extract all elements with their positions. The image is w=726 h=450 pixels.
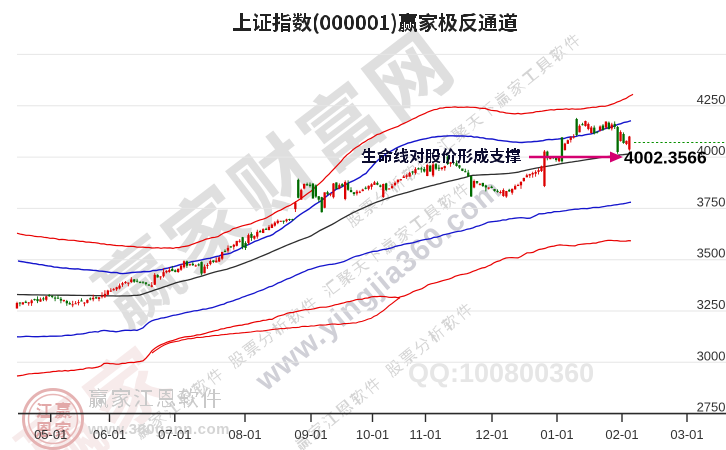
svg-text:3750: 3750 bbox=[697, 194, 726, 209]
svg-text:4002.3566: 4002.3566 bbox=[624, 148, 707, 168]
svg-text:2750: 2750 bbox=[697, 400, 726, 415]
svg-text:03-01: 03-01 bbox=[670, 427, 703, 442]
svg-text:4250: 4250 bbox=[697, 92, 726, 107]
svg-text:07-01: 07-01 bbox=[158, 427, 191, 442]
svg-text:10-01: 10-01 bbox=[356, 427, 389, 442]
svg-text:09-01: 09-01 bbox=[294, 427, 327, 442]
svg-text:QQ:100800360: QQ:100800360 bbox=[408, 358, 594, 388]
svg-text:3000: 3000 bbox=[697, 348, 726, 363]
svg-text:12-01: 12-01 bbox=[475, 427, 508, 442]
svg-text:06-01: 06-01 bbox=[93, 427, 126, 442]
svg-text:08-01: 08-01 bbox=[228, 427, 261, 442]
svg-text:02-01: 02-01 bbox=[605, 427, 638, 442]
svg-text:05-01: 05-01 bbox=[34, 427, 67, 442]
svg-text:01-01: 01-01 bbox=[540, 427, 573, 442]
svg-text:3500: 3500 bbox=[697, 246, 726, 261]
svg-text:3250: 3250 bbox=[697, 297, 726, 312]
svg-text:11-01: 11-01 bbox=[409, 427, 441, 442]
svg-text:4000: 4000 bbox=[697, 143, 726, 158]
svg-text:www.360gann.com: www.360gann.com bbox=[87, 421, 230, 438]
